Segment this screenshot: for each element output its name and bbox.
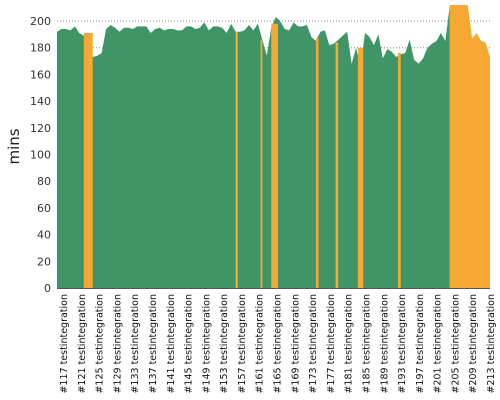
failed-build-4 <box>315 38 319 288</box>
failed-build-5 <box>335 42 339 289</box>
failed-build-2 <box>260 39 263 288</box>
y-tick-label: 120 <box>30 122 51 135</box>
plot-area <box>57 5 490 289</box>
x-axis-ticks: #117 testintegration #121 testintegration… <box>59 294 497 394</box>
y-axis-ticks: 0 20 40 60 80 100 120 140 160 180 200 <box>30 15 51 295</box>
y-tick-label: 80 <box>37 175 51 188</box>
y-axis-title: mins <box>5 128 23 164</box>
x-tick-label: #145 testintegration <box>184 294 195 394</box>
x-tick-label: #141 testintegration <box>166 294 177 394</box>
x-tick-label: #121 testintegration <box>77 294 88 394</box>
x-tick-label: #209 testintegration <box>468 294 479 394</box>
x-tick-label: #197 testintegration <box>415 294 426 394</box>
y-tick-label: 0 <box>44 282 51 295</box>
failed-build-3 <box>271 23 278 288</box>
y-tick-label: 100 <box>30 149 51 162</box>
x-tick-label: #173 testintegration <box>308 294 319 394</box>
failed-build-6 <box>357 47 364 288</box>
x-tick-label: #129 testintegration <box>112 294 123 394</box>
x-tick-label: #177 testintegration <box>326 294 337 394</box>
x-tick-label: #181 testintegration <box>344 294 355 394</box>
x-tick-label: #201 testintegration <box>433 294 444 394</box>
failed-build-7 <box>398 53 401 288</box>
x-tick-label: #213 testintegration <box>486 294 497 394</box>
failed-build-0 <box>83 33 93 288</box>
y-tick-label: 180 <box>30 42 51 55</box>
y-tick-label: 40 <box>37 229 51 242</box>
x-tick-label: #133 testintegration <box>130 294 141 394</box>
x-tick-label: #165 testintegration <box>273 294 284 394</box>
y-tick-label: 140 <box>30 95 51 108</box>
y-tick-label: 160 <box>30 68 51 81</box>
y-tick-label: 200 <box>30 15 51 28</box>
y-tick-label: 60 <box>37 202 51 215</box>
x-tick-label: #189 testintegration <box>379 294 390 394</box>
failed-build-1 <box>235 31 238 288</box>
x-tick-label: #205 testintegration <box>450 294 461 394</box>
x-tick-label: #169 testintegration <box>290 294 301 394</box>
x-tick-label: #125 testintegration <box>95 294 106 394</box>
x-tick-label: #161 testintegration <box>255 294 266 394</box>
x-tick-label: #149 testintegration <box>201 294 212 394</box>
x-tick-label: #153 testintegration <box>219 294 230 394</box>
x-tick-label: #137 testintegration <box>148 294 159 394</box>
x-tick-label: #185 testintegration <box>361 294 372 394</box>
passed-builds-area <box>57 5 450 288</box>
failed-build-8 <box>449 5 490 288</box>
x-tick-label: #157 testintegration <box>237 294 248 394</box>
x-tick-label: #193 testintegration <box>397 294 408 394</box>
x-tick-label: #117 testintegration <box>59 294 70 394</box>
y-tick-label: 20 <box>37 255 51 268</box>
